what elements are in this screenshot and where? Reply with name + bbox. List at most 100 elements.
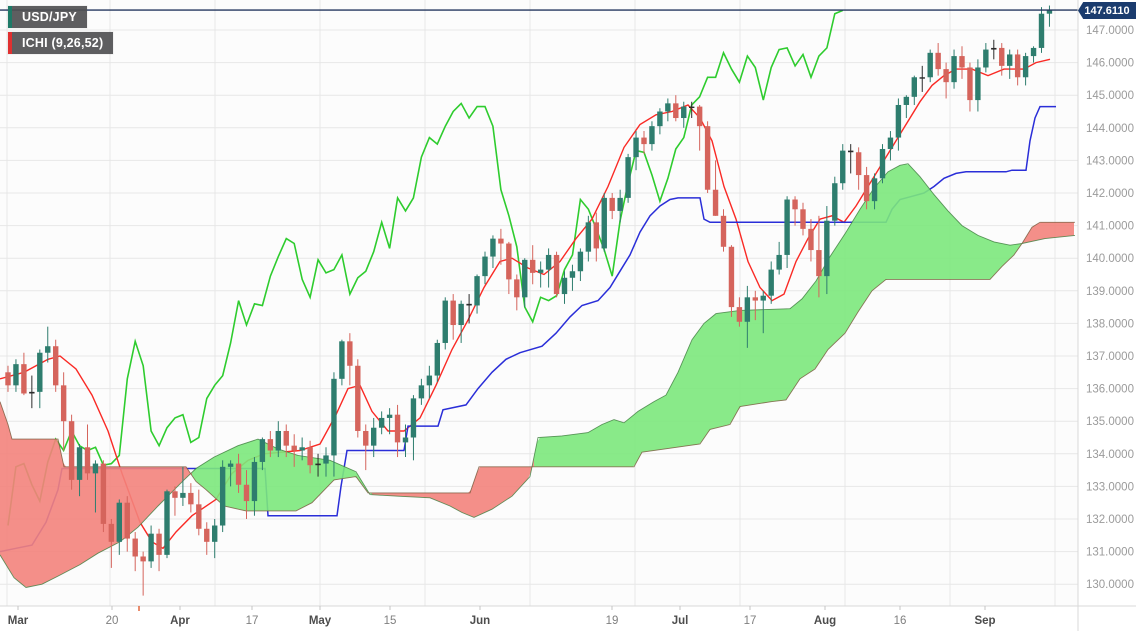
candle[interactable] [848, 144, 854, 174]
candle[interactable] [188, 483, 194, 513]
candle[interactable] [720, 209, 727, 252]
candle[interactable] [283, 424, 289, 458]
candle[interactable] [855, 147, 862, 190]
candle[interactable] [999, 43, 1005, 76]
candle[interactable] [919, 65, 925, 92]
candle[interactable] [935, 43, 941, 76]
candle[interactable] [410, 395, 417, 461]
candle[interactable] [673, 95, 679, 122]
candle[interactable] [482, 251, 488, 285]
candle[interactable] [434, 339, 440, 383]
candle[interactable] [275, 421, 281, 458]
candle[interactable] [426, 365, 433, 399]
candle[interactable] [506, 241, 512, 295]
candle[interactable] [553, 251, 560, 298]
candle[interactable] [585, 215, 592, 262]
candle[interactable] [76, 444, 83, 497]
candle[interactable] [522, 258, 528, 308]
candle[interactable] [911, 75, 917, 105]
candle[interactable] [307, 440, 313, 474]
candle[interactable] [824, 206, 830, 295]
candle[interactable] [593, 212, 599, 262]
candle[interactable] [466, 294, 472, 324]
candle[interactable] [967, 62, 973, 112]
candle[interactable] [736, 297, 743, 327]
candle[interactable] [561, 271, 568, 304]
candle[interactable] [21, 352, 27, 396]
candle[interactable] [156, 528, 162, 572]
candle[interactable] [180, 466, 186, 506]
candle[interactable] [204, 522, 210, 555]
candle[interactable] [108, 519, 115, 568]
candle[interactable] [386, 408, 393, 435]
candle[interactable] [887, 131, 894, 161]
candle[interactable] [577, 248, 584, 282]
candle[interactable] [712, 160, 719, 216]
x-axis[interactable]: Mar 20 Apr 17 May 15 Jun 19 Jul 17 Aug 16 Sep [8, 606, 996, 627]
candle[interactable] [1022, 52, 1029, 86]
candle[interactable] [124, 496, 130, 552]
candle[interactable] [871, 173, 878, 210]
candle[interactable] [832, 176, 838, 226]
candle[interactable] [959, 46, 965, 79]
candle[interactable] [490, 235, 496, 268]
candle[interactable] [323, 447, 329, 477]
candle[interactable] [140, 551, 146, 596]
candle[interactable] [776, 241, 782, 275]
candle[interactable] [991, 39, 997, 60]
candle[interactable] [315, 453, 321, 477]
candle[interactable] [243, 470, 250, 519]
candle[interactable] [68, 414, 75, 490]
candle[interactable] [299, 437, 305, 461]
candle[interactable] [514, 274, 520, 311]
candle[interactable] [394, 404, 401, 458]
candle[interactable] [29, 375, 35, 409]
candle[interactable] [442, 297, 448, 350]
candle[interactable] [744, 285, 751, 348]
candle[interactable] [569, 264, 576, 291]
candle[interactable] [13, 359, 19, 392]
candles-layer[interactable] [5, 5, 1053, 596]
candle[interactable] [378, 411, 385, 435]
candle[interactable] [625, 153, 631, 203]
candle[interactable] [696, 104, 703, 151]
candle[interactable] [1030, 46, 1037, 63]
candle[interactable] [5, 365, 11, 392]
candle[interactable] [863, 166, 870, 210]
candle[interactable] [331, 372, 337, 477]
candle[interactable] [347, 333, 353, 386]
candle[interactable] [808, 219, 814, 262]
candle[interactable] [212, 519, 218, 559]
candle[interactable] [752, 290, 758, 321]
candle[interactable] [657, 108, 663, 135]
candle[interactable] [37, 349, 43, 409]
candle[interactable] [92, 460, 99, 513]
candle[interactable] [792, 196, 798, 226]
candle[interactable] [100, 460, 107, 533]
candle[interactable] [1046, 5, 1053, 27]
candle[interactable] [458, 300, 464, 343]
candle[interactable] [196, 489, 202, 536]
candle[interactable] [227, 460, 234, 487]
candle[interactable] [1038, 7, 1045, 53]
candle[interactable] [879, 144, 886, 184]
candle[interactable] [983, 43, 989, 73]
candle[interactable] [975, 59, 981, 112]
candle[interactable] [251, 457, 258, 516]
candle[interactable] [267, 430, 274, 458]
candle[interactable] [60, 372, 67, 451]
candle[interactable] [84, 424, 91, 480]
candle[interactable] [219, 460, 226, 533]
candle[interactable] [641, 131, 647, 154]
candle[interactable] [681, 101, 687, 128]
candle[interactable] [903, 95, 910, 119]
candle[interactable] [800, 202, 806, 236]
candle[interactable] [537, 261, 544, 288]
candle[interactable] [927, 49, 933, 83]
candle[interactable] [53, 339, 59, 392]
candle[interactable] [418, 378, 425, 405]
candle[interactable] [617, 189, 623, 223]
candle[interactable] [704, 121, 711, 193]
candle[interactable] [601, 193, 607, 252]
